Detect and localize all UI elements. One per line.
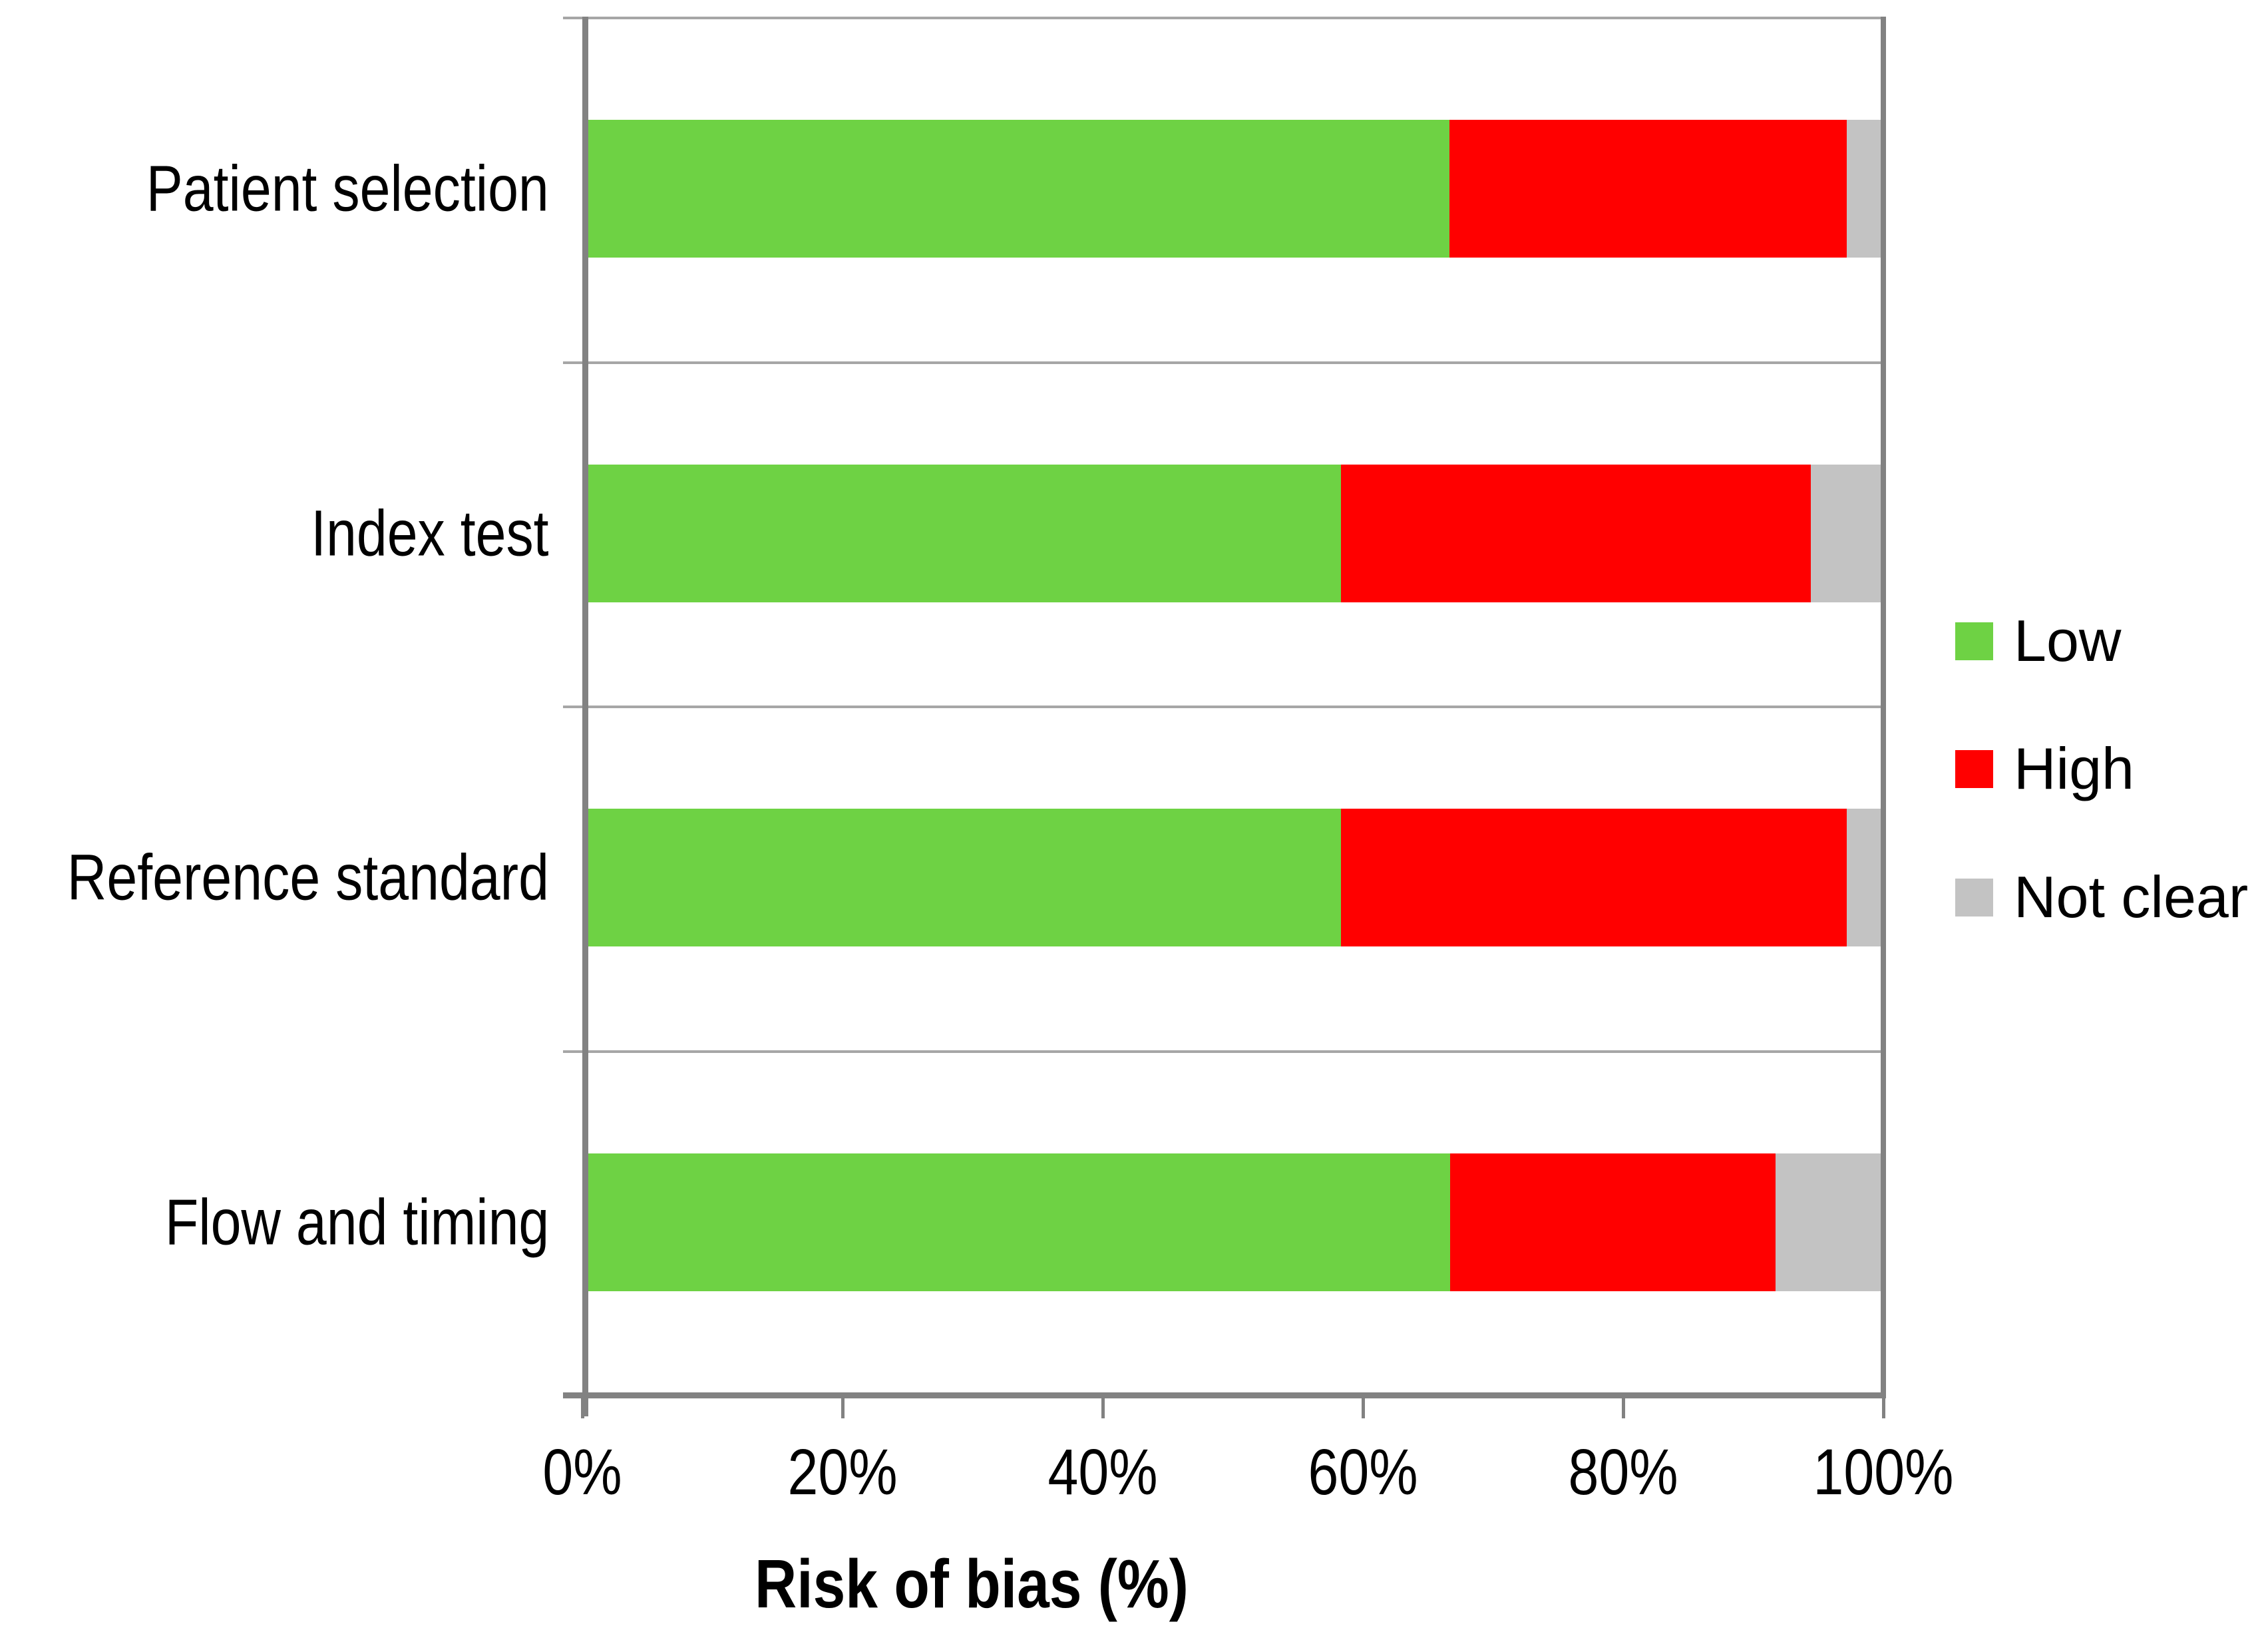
legend-item-high: High xyxy=(1955,739,2134,799)
x-tick-label-100: 100% xyxy=(1813,1436,1954,1508)
bar-row xyxy=(582,1153,1883,1291)
bar-segment-high xyxy=(1449,120,1847,258)
category-tick xyxy=(563,1050,582,1053)
bar-segment-low xyxy=(582,1153,1450,1291)
row-separator xyxy=(582,361,1883,364)
category-tick xyxy=(563,706,582,708)
x-axis-line xyxy=(563,1392,1886,1398)
category-label-flow-and-timing: Flow and timing xyxy=(164,1185,549,1259)
x-tick-label-60: 60% xyxy=(1308,1436,1418,1508)
x-tick-label-40: 40% xyxy=(1047,1436,1158,1508)
bar-segment-low xyxy=(582,809,1341,947)
row-separator xyxy=(582,1050,1883,1053)
bar-segment-high xyxy=(1449,1153,1776,1291)
x-tick xyxy=(1362,1398,1365,1418)
legend-swatch-low xyxy=(1955,622,1993,660)
category-tick xyxy=(563,17,582,19)
bar-segment-not-clear xyxy=(1775,1153,1883,1291)
bar-row xyxy=(582,809,1883,947)
bar-segment-low xyxy=(582,464,1341,602)
bar-segment-not-clear xyxy=(1810,464,1883,602)
plot-right-border xyxy=(1881,17,1886,1398)
category-label-index-test: Index test xyxy=(311,497,549,570)
bar-segment-not-clear xyxy=(1847,120,1883,258)
x-tick xyxy=(1101,1398,1105,1418)
x-tick xyxy=(1622,1398,1625,1418)
category-label-reference-standard: Reference standard xyxy=(67,841,549,914)
bar-row xyxy=(582,464,1883,602)
x-tick-label-80: 80% xyxy=(1568,1436,1678,1508)
bar-segment-high xyxy=(1340,464,1811,602)
bar-segment-not-clear xyxy=(1847,809,1883,947)
plot-area xyxy=(582,17,1883,1394)
x-tick xyxy=(1882,1398,1885,1418)
x-axis-title: Risk of bias (%) xyxy=(755,1545,1189,1622)
category-tick xyxy=(563,361,582,364)
y-axis-line xyxy=(582,17,588,1416)
x-tick-label-20: 20% xyxy=(787,1436,898,1508)
legend-swatch-high xyxy=(1955,749,1993,788)
legend-label-high: High xyxy=(2014,735,2134,801)
bar-segment-high xyxy=(1340,809,1847,947)
row-separator xyxy=(582,706,1883,708)
legend-item-not-clear: Not clear xyxy=(1955,867,2248,927)
category-label-patient-selection: Patient selection xyxy=(146,152,549,225)
x-tick-label-0: 0% xyxy=(542,1436,622,1508)
bar-row xyxy=(582,120,1883,258)
legend-swatch-not-clear xyxy=(1955,878,1993,917)
legend-label-not-clear: Not clear xyxy=(2014,864,2249,930)
x-tick xyxy=(841,1398,845,1418)
x-tick xyxy=(581,1398,584,1418)
plot-top-border xyxy=(582,17,1886,19)
legend-label-low: Low xyxy=(2014,608,2122,674)
bar-segment-low xyxy=(582,120,1449,258)
legend-item-low: Low xyxy=(1955,611,2121,671)
